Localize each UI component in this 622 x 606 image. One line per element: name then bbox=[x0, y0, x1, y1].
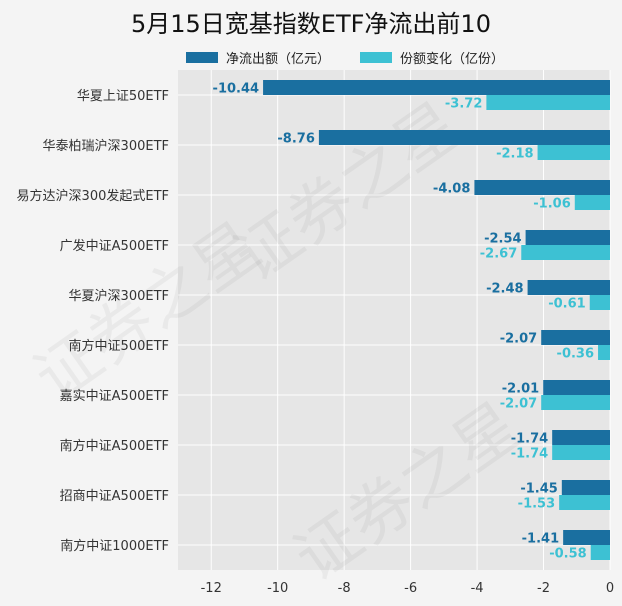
bar-net-outflow bbox=[543, 380, 610, 395]
data-label-share-change: -3.72 bbox=[445, 97, 482, 112]
bar-net-outflow bbox=[552, 430, 610, 445]
data-label-net-outflow: -8.76 bbox=[277, 132, 314, 147]
data-label-share-change: -1.74 bbox=[511, 447, 548, 462]
data-label-share-change: -0.58 bbox=[549, 547, 586, 562]
x-tick-label: -8 bbox=[338, 581, 351, 596]
bar-net-outflow bbox=[474, 180, 610, 195]
x-tick-label: -12 bbox=[201, 581, 222, 596]
x-tick-label: 0 bbox=[606, 581, 614, 596]
legend-label-share-change: 份额变化（亿份） bbox=[400, 52, 505, 67]
data-label-share-change: -2.67 bbox=[480, 247, 517, 262]
bar-share-change bbox=[590, 545, 610, 560]
data-label-share-change: -0.61 bbox=[548, 297, 585, 312]
data-label-share-change: -0.36 bbox=[557, 347, 594, 362]
data-label-share-change: -1.06 bbox=[533, 197, 570, 212]
category-label: 嘉实中证A500ETF bbox=[60, 389, 169, 404]
data-label-net-outflow: -10.44 bbox=[213, 82, 260, 97]
x-tick-label: -4 bbox=[471, 581, 484, 596]
bar-net-outflow bbox=[263, 80, 610, 95]
data-label-share-change: -2.07 bbox=[500, 397, 537, 412]
bar-net-outflow bbox=[541, 330, 610, 345]
data-label-net-outflow: -1.74 bbox=[511, 432, 548, 447]
chart-title: 5月15日宽基指数ETF净流出前10 bbox=[131, 10, 491, 38]
category-label: 南方中证A500ETF bbox=[60, 438, 169, 454]
bar-net-outflow bbox=[561, 480, 610, 495]
data-label-net-outflow: -2.07 bbox=[500, 332, 537, 347]
legend: 净流出额（亿元） 份额变化（亿份） bbox=[186, 48, 534, 67]
category-label: 南方中证1000ETF bbox=[60, 538, 169, 554]
bar-share-change bbox=[486, 95, 610, 110]
bar-net-outflow bbox=[318, 130, 610, 145]
legend-item-share-change: 份额变化（亿份） bbox=[360, 48, 504, 67]
category-label: 华夏沪深300ETF bbox=[69, 288, 169, 304]
data-label-net-outflow: -2.01 bbox=[502, 382, 539, 397]
data-label-net-outflow: -2.48 bbox=[486, 282, 523, 297]
bar-share-change bbox=[541, 395, 610, 410]
x-tick-label: -10 bbox=[267, 581, 288, 596]
x-tick-label: -6 bbox=[404, 581, 417, 596]
x-tick-label: -2 bbox=[537, 581, 550, 596]
legend-swatch-net-outflow bbox=[186, 52, 218, 63]
data-label-net-outflow: -1.41 bbox=[522, 532, 559, 547]
category-label: 易方达沪深300发起式ETF bbox=[17, 188, 169, 204]
bar-share-change bbox=[559, 495, 610, 510]
bar-share-change bbox=[574, 195, 610, 210]
legend-label-net-outflow: 净流出额（亿元） bbox=[226, 52, 331, 67]
data-label-share-change: -2.18 bbox=[496, 147, 533, 162]
category-label: 华泰柏瑞沪深300ETF bbox=[43, 138, 169, 154]
data-label-net-outflow: -4.08 bbox=[433, 182, 470, 197]
category-label: 华夏上证50ETF bbox=[77, 89, 169, 104]
category-label: 招商中证A500ETF bbox=[60, 489, 169, 504]
bar-share-change bbox=[589, 295, 610, 310]
category-label: 广发中证A500ETF bbox=[60, 238, 169, 254]
legend-item-net-outflow: 净流出额（亿元） bbox=[186, 48, 330, 67]
data-label-share-change: -1.53 bbox=[518, 497, 555, 512]
category-label: 南方中证500ETF bbox=[69, 338, 169, 354]
bar-net-outflow bbox=[525, 230, 610, 245]
bar-net-outflow bbox=[563, 530, 610, 545]
legend-swatch-share-change bbox=[360, 52, 393, 63]
bar-share-change bbox=[598, 345, 610, 360]
bar-share-change bbox=[521, 245, 610, 260]
bar-net-outflow bbox=[527, 280, 610, 295]
bar-share-change bbox=[537, 145, 610, 160]
data-label-net-outflow: -2.54 bbox=[484, 232, 521, 247]
data-label-net-outflow: -1.45 bbox=[520, 482, 557, 497]
bar-share-change bbox=[552, 445, 610, 460]
